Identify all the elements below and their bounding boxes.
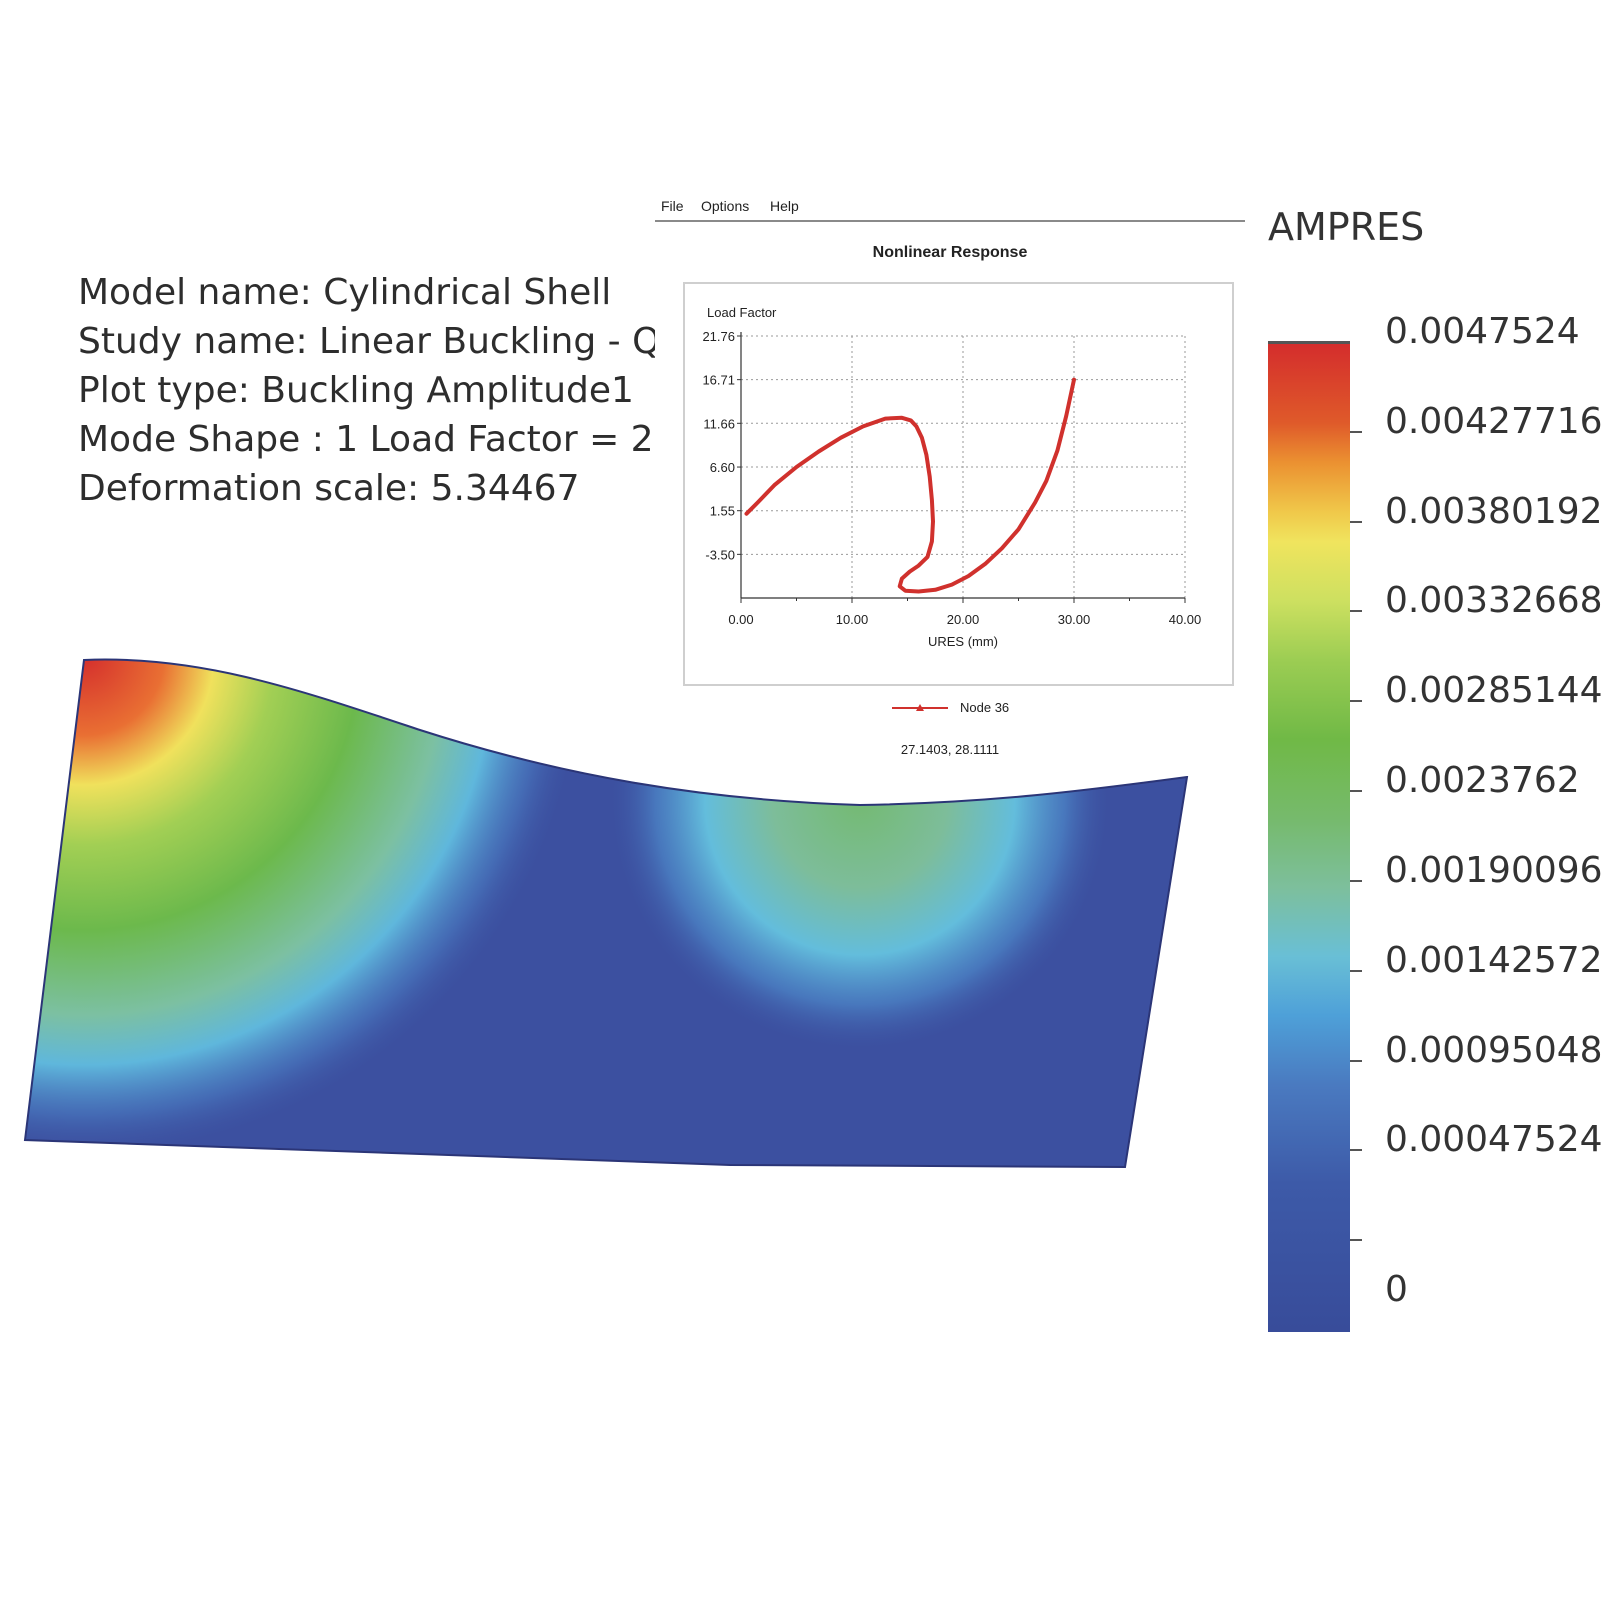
legend-series-swatch xyxy=(892,704,948,711)
colorbar-label: 0.0023762 xyxy=(1385,760,1580,802)
legend-series-label: Node 36 xyxy=(960,700,1010,715)
colorbar xyxy=(1268,341,1350,1332)
x-tick-label: 0.00 xyxy=(728,612,753,627)
colorbar-tick xyxy=(1350,1059,1362,1062)
colorbar-label: 0.00285144 xyxy=(1385,670,1602,712)
series-point xyxy=(1055,449,1059,453)
colorbar-label: 0.00380192 xyxy=(1385,490,1602,532)
colorbar-tick xyxy=(1350,790,1362,793)
mode-shape-text: Mode Shape : 1 Load Factor = 27 xyxy=(78,419,658,460)
colorbar-title: AMPRES xyxy=(1268,205,1425,249)
menu-bar: File Options Help xyxy=(655,186,1245,222)
colorbar-label: 0.00142572 xyxy=(1385,939,1602,981)
x-tick-label: 30.00 xyxy=(1058,612,1091,627)
y-tick-label: -3.50 xyxy=(705,547,735,562)
x-tick-label: 40.00 xyxy=(1169,612,1202,627)
series-point xyxy=(883,417,887,421)
series-point xyxy=(1033,500,1037,505)
colorbar-label: 0.0047524 xyxy=(1385,311,1580,352)
series-point xyxy=(966,574,971,578)
cursor-readout: 27.1403, 28.1111 xyxy=(900,742,1000,757)
colorbar-tick xyxy=(1350,879,1362,882)
menu-help[interactable]: Help xyxy=(770,198,799,214)
x-tick-label: 20.00 xyxy=(947,612,980,627)
series-point xyxy=(900,576,904,581)
colorbar-label: 0.00190096 xyxy=(1385,849,1602,891)
series-point xyxy=(898,584,902,588)
colorbar-tick xyxy=(1350,969,1362,972)
colorbar-tick xyxy=(1350,430,1362,433)
series-point xyxy=(928,474,932,479)
colorbar-label: 0.00095048 xyxy=(1385,1029,1602,1071)
y-tick-label: 16.71 xyxy=(702,373,735,388)
nonlinear-response-window: File Options Help Nonlinear Response 0.0… xyxy=(655,186,1245,776)
series-point xyxy=(914,424,918,429)
series-point xyxy=(772,483,776,487)
plot-type-text: Plot type: Buckling Amplitude1 xyxy=(78,370,634,411)
colorbar-tick xyxy=(1350,610,1362,613)
colorbar-tick xyxy=(1350,520,1362,523)
colorbar-label: 0.00332668 xyxy=(1385,580,1602,622)
y-tick-label: 1.55 xyxy=(710,504,735,519)
series-point xyxy=(839,436,843,440)
chart-title: Nonlinear Response xyxy=(872,244,1028,261)
series-point xyxy=(1000,546,1004,550)
series-point xyxy=(983,562,987,566)
menu-file[interactable]: File xyxy=(661,198,684,214)
series-point xyxy=(950,583,954,587)
series-point xyxy=(861,424,865,429)
series-point xyxy=(925,555,930,559)
series-point xyxy=(903,589,907,593)
series-point xyxy=(933,588,937,592)
series-point xyxy=(1064,414,1068,418)
colorbar-label: 0 xyxy=(1385,1269,1408,1311)
series-point xyxy=(817,449,821,454)
series-point xyxy=(1016,527,1021,531)
series-point xyxy=(917,563,921,568)
x-tick-label: 10.00 xyxy=(836,612,869,627)
colorbar-label: 0.00427716 xyxy=(1385,400,1602,442)
nonlinear-response-chart: 0.00 10.00 20.00 30.00 40.00 21.76 16.71 11.66 6… xyxy=(702,305,1202,649)
y-tick-label: 21.76 xyxy=(702,329,735,344)
series-point xyxy=(909,418,913,422)
colorbar-tick xyxy=(1350,700,1362,703)
y-axis-label: Load Factor xyxy=(707,305,777,320)
deformation-scale-text: Deformation scale: 5.34467 xyxy=(78,468,580,509)
series-point xyxy=(930,539,934,543)
series-line-node-36 xyxy=(744,377,1076,594)
series-point xyxy=(908,570,912,574)
series-point xyxy=(1072,378,1076,382)
series-point xyxy=(794,465,799,469)
y-tick-label: 6.60 xyxy=(710,460,735,475)
colorbar-label: 0.00047524 xyxy=(1385,1119,1602,1161)
series-point xyxy=(931,519,935,524)
model-name-text: Model name: Cylindrical Shell xyxy=(78,272,612,313)
colorbar-tick xyxy=(1350,1149,1362,1152)
model-info-panel: Model name: Cylindrical Shell Study name… xyxy=(78,268,658,513)
study-name-text: Study name: Linear Buckling - Qu xyxy=(78,321,658,362)
series-point xyxy=(930,498,934,502)
chart-legend: Node 36 xyxy=(655,698,1245,718)
colorbar-tick xyxy=(1350,1239,1362,1242)
series-point xyxy=(744,512,749,516)
y-tick-label: 11.66 xyxy=(703,416,735,431)
series-point xyxy=(924,453,928,457)
x-axis-label: URES (mm) xyxy=(928,634,998,649)
series-point xyxy=(917,589,921,594)
menu-options[interactable]: Options xyxy=(701,198,750,214)
series-point xyxy=(1044,479,1048,483)
series-point xyxy=(920,436,924,440)
chart-frame: 0.00 10.00 20.00 30.00 40.00 21.76 16.71 11.66 6… xyxy=(683,282,1234,686)
series-point xyxy=(900,416,904,420)
series-point xyxy=(756,500,760,505)
